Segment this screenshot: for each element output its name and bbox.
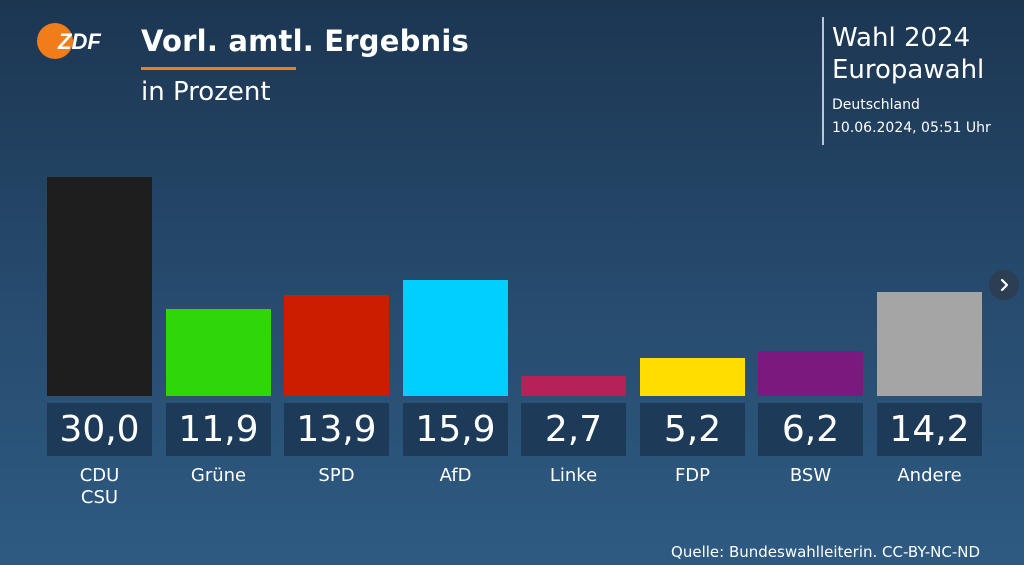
zdf-logo-text: ZDF — [57, 29, 101, 54]
value-label-cdu-csu: 30,0 — [47, 403, 152, 456]
value-label-spd: 13,9 — [284, 403, 389, 456]
category-label-spd: SPD — [318, 465, 355, 486]
category-label-afd: AfD — [439, 465, 472, 486]
info-divider — [822, 17, 824, 145]
chevron-right-icon — [1000, 278, 1009, 292]
zdf-logo: ZDF — [37, 23, 101, 59]
value-label-afd: 15,9 — [403, 403, 508, 456]
election-region: Deutschland — [832, 97, 920, 113]
election-info: Wahl 2024 Europawahl Deutschland 10.06.2… — [832, 22, 991, 140]
category-label-bsw: BSW — [789, 465, 832, 486]
title-underline — [141, 67, 296, 70]
bar-grüne — [166, 309, 271, 396]
bar-fdp — [640, 358, 745, 396]
bar-afd — [403, 280, 508, 396]
election-timestamp: 10.06.2024, 05:51 Uhr — [832, 120, 991, 136]
category-label-andere: Andere — [897, 465, 962, 486]
election-name: Europawahl — [832, 55, 985, 85]
category-label-linke: Linke — [549, 465, 598, 486]
bar-andere — [877, 292, 982, 396]
source-note: Quelle: Bundeswahlleiterin. CC-BY-NC-ND — [671, 543, 980, 561]
value-label-grüne: 11,9 — [166, 403, 271, 456]
election-year: Wahl 2024 — [832, 23, 971, 53]
value-label-linke: 2,7 — [521, 403, 626, 456]
bar-linke — [521, 376, 626, 396]
bar-cdu-csu — [47, 177, 152, 396]
bar-spd — [284, 295, 389, 396]
category-label-grüne: Grüne — [190, 465, 247, 486]
value-label-andere: 14,2 — [877, 403, 982, 456]
chart-subtitle: in Prozent — [141, 77, 271, 107]
value-label-fdp: 5,2 — [640, 403, 745, 456]
value-label-bsw: 6,2 — [758, 403, 863, 456]
category-label-cdu-csu: CDU CSU — [79, 465, 120, 508]
chart-title: Vorl. amtl. Ergebnis — [141, 24, 469, 58]
bar-bsw — [758, 351, 863, 396]
category-label-fdp: FDP — [674, 465, 711, 486]
next-button[interactable] — [989, 270, 1019, 300]
